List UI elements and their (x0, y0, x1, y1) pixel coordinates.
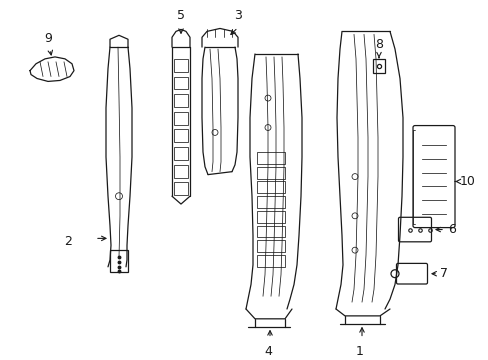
Text: 3: 3 (234, 9, 242, 22)
Text: 5: 5 (177, 9, 184, 22)
Bar (174, 59, 187, 72)
Bar (257, 240, 285, 252)
Bar (257, 255, 285, 267)
Bar (257, 152, 285, 164)
Bar (110, 250, 128, 272)
Bar (257, 196, 285, 208)
Bar (174, 165, 187, 177)
Text: 1: 1 (355, 345, 363, 358)
Text: 7: 7 (439, 267, 447, 280)
Bar (174, 147, 187, 160)
Bar (257, 211, 285, 223)
Text: 6: 6 (447, 223, 455, 236)
Text: 4: 4 (264, 345, 271, 358)
Text: 10: 10 (459, 175, 475, 188)
Bar (257, 167, 285, 179)
Bar (174, 94, 187, 107)
Bar (174, 183, 187, 195)
Bar (174, 130, 187, 142)
Bar (174, 112, 187, 125)
Bar (257, 181, 285, 193)
Text: 2: 2 (64, 235, 72, 248)
Bar (372, 59, 384, 73)
Bar (257, 226, 285, 237)
Text: 8: 8 (374, 38, 382, 51)
Text: 9: 9 (44, 32, 52, 45)
Bar (174, 77, 187, 89)
